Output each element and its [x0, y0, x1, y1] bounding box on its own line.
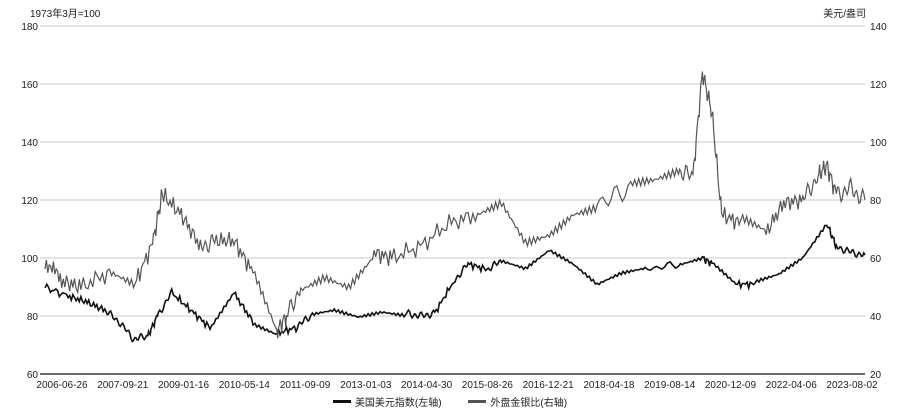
legend-swatch	[468, 400, 487, 403]
x-tick-label: 2006-06-26	[36, 380, 88, 391]
x-tick-label: 2020-12-09	[705, 380, 757, 391]
legend-item-usd-index: 美国美元指数(左轴)	[332, 394, 442, 409]
left-tick-label: 120	[21, 196, 38, 207]
x-tick-label: 2011-09-09	[280, 380, 331, 391]
left-tick-label: 100	[21, 254, 38, 265]
x-tick-label: 2023-08-02	[826, 380, 878, 391]
series-line-gold-silver-ratio	[44, 71, 866, 339]
left-tick-label: 80	[27, 312, 39, 323]
left-tick-label: 160	[21, 80, 38, 91]
x-tick-label: 2019-08-14	[644, 380, 696, 391]
left-axis-label: 1973年3月=100	[30, 7, 101, 20]
legend-label: 美国美元指数(左轴)	[354, 398, 442, 409]
right-tick-label: 60	[870, 254, 882, 265]
legend-item-gold-silver-ratio: 外盘金银比(右轴)	[468, 394, 567, 409]
legend-label: 外盘金银比(右轴)	[490, 398, 568, 409]
x-tick-label: 2018-04-18	[583, 380, 635, 391]
right-tick-label: 100	[870, 138, 887, 149]
x-tick-label: 2022-04-06	[766, 380, 818, 391]
x-tick-label: 2007-09-21	[97, 380, 149, 391]
x-tick-label: 2015-08-26	[462, 380, 514, 391]
x-tick-label: 2016-12-21	[523, 380, 575, 391]
left-tick-label: 180	[21, 22, 38, 33]
right-axis-label: 美元/盎司	[823, 7, 866, 20]
legend: 美国美元指数(左轴) 外盘金银比(右轴)	[0, 394, 900, 409]
x-tick-label: 2014-04-30	[401, 380, 453, 391]
x-tick-label: 2009-01-16	[158, 380, 210, 391]
right-tick-label: 40	[870, 312, 882, 323]
right-tick-label: 80	[870, 196, 882, 207]
right-tick-label: 120	[870, 80, 887, 91]
x-tick-label: 2013-01-03	[340, 380, 392, 391]
left-tick-label: 60	[27, 370, 39, 381]
left-tick-label: 140	[21, 138, 38, 149]
series-line-usd-index	[44, 224, 866, 343]
legend-swatch	[332, 400, 351, 403]
right-tick-label: 20	[870, 370, 882, 381]
x-tick-label: 2010-05-14	[219, 380, 271, 391]
right-tick-label: 140	[870, 22, 887, 33]
